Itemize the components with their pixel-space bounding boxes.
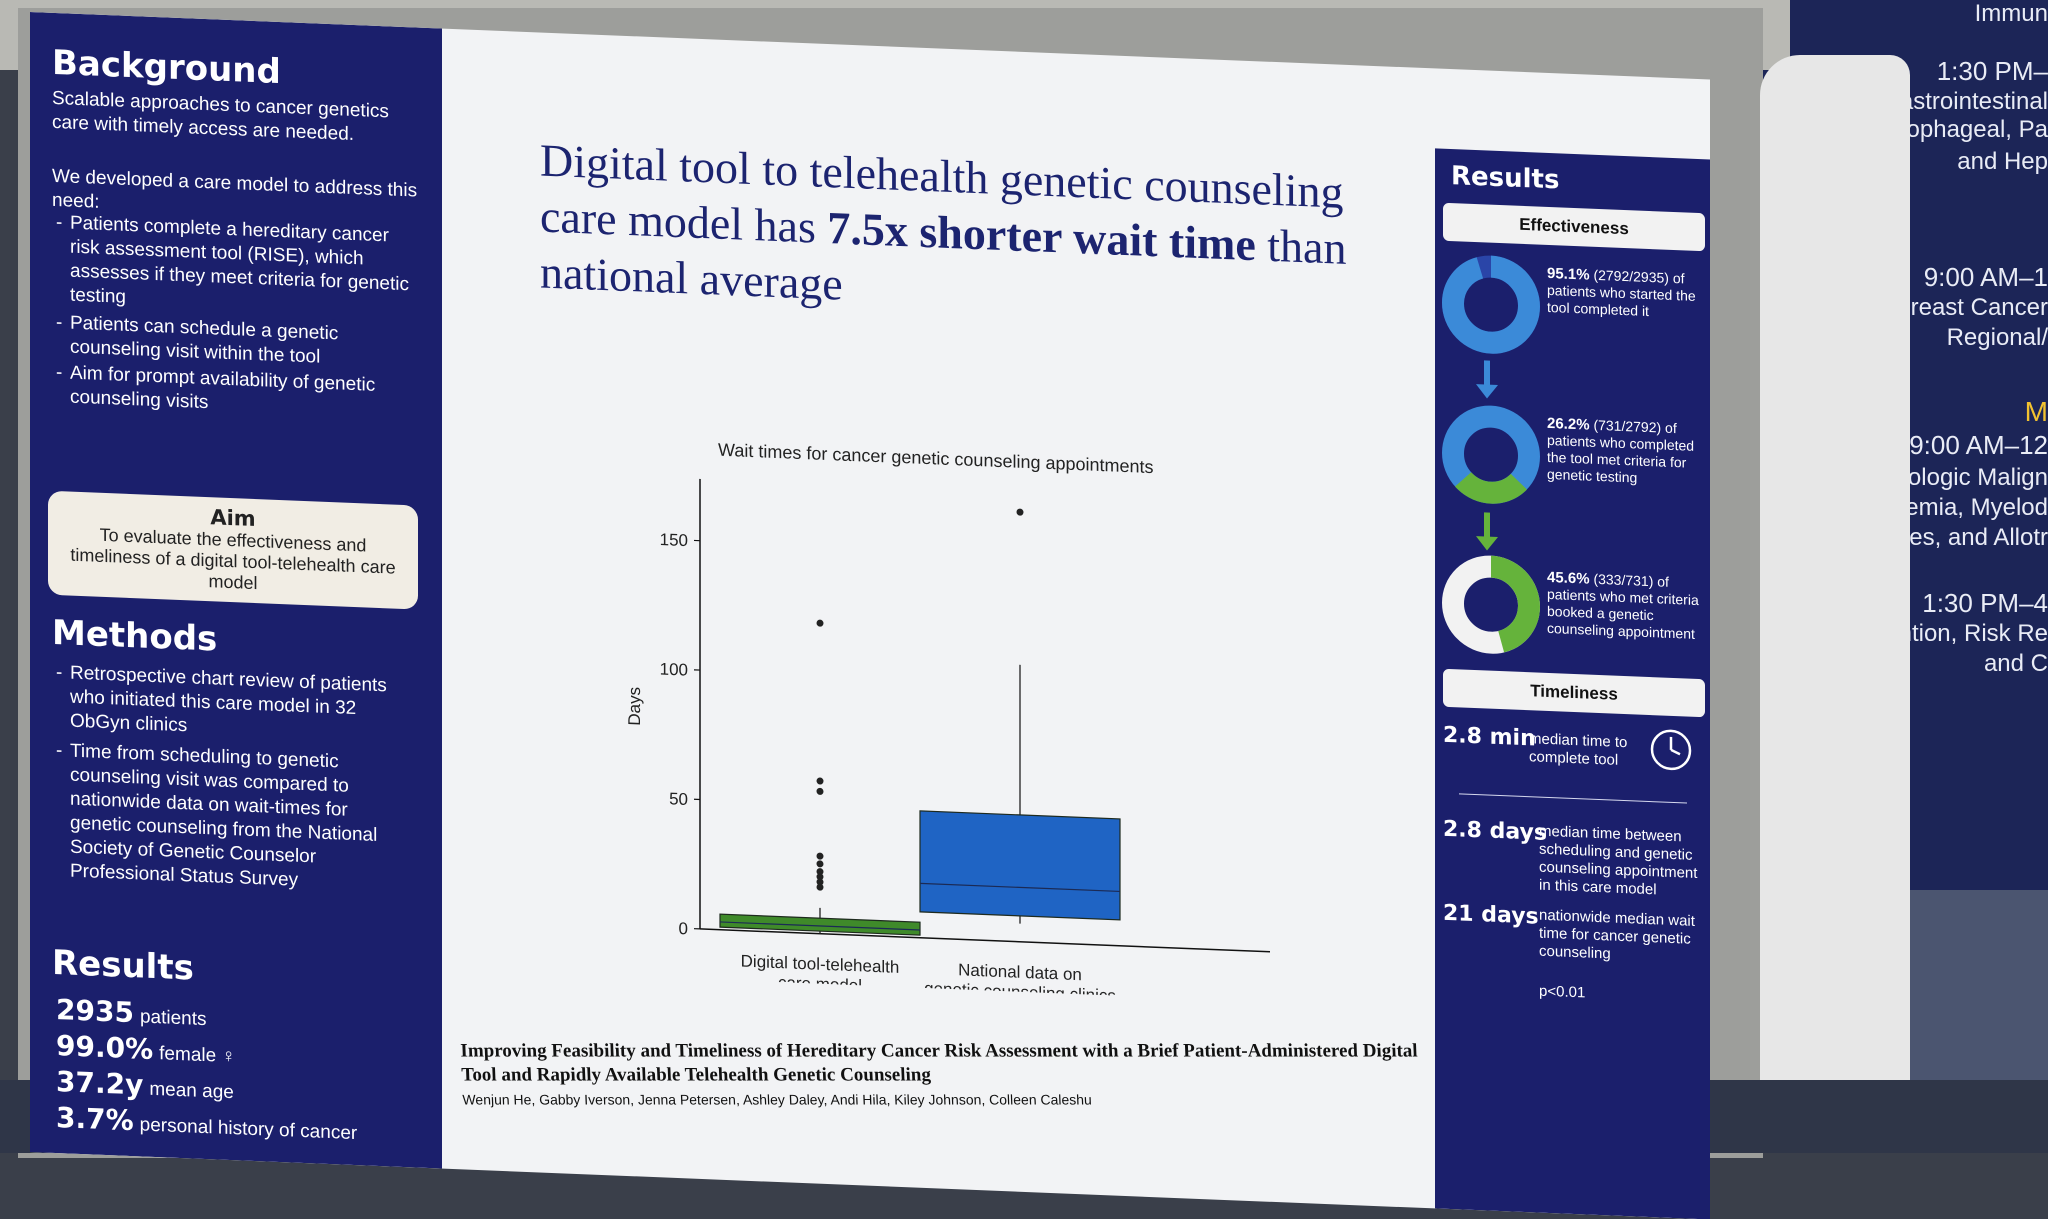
methods-bullet: Time from scheduling to genetic counseli…: [70, 740, 410, 898]
schedule-line: M: [2025, 396, 2048, 428]
poster-footer: Improving Feasibility and Timeliness of …: [460, 1039, 1422, 1107]
result-female: 99.0%female ♀: [56, 1029, 236, 1069]
stat-completion: 95.1% (2792/2935) of patients who starte…: [1547, 265, 1705, 322]
stat-criteria: 26.2% (731/2792) of patients who complet…: [1547, 415, 1705, 489]
donut-booked: [1441, 553, 1541, 657]
aim-box: Aim To evaluate the effectiveness and ti…: [48, 491, 418, 610]
methods-bullet: Retrospective chart review of patients w…: [70, 662, 410, 748]
box-plot: 0 50 100 150 Days Digital tool-telehealthcare…: [590, 454, 1290, 1002]
p-value: p<0.01: [1539, 983, 1585, 1002]
outlier-point: [1017, 508, 1024, 515]
y-tick-label: 50: [669, 789, 688, 809]
easel-stand: [1760, 55, 1910, 1153]
y-tick-label: 150: [660, 530, 688, 550]
methods-heading: Methods: [52, 613, 217, 660]
timeliness-label: Timeliness: [1443, 669, 1705, 718]
y-tick-label: 0: [679, 919, 688, 938]
clock-icon: [1649, 727, 1693, 773]
outlier-point: [817, 788, 824, 795]
effectiveness-label: Effectiveness: [1443, 203, 1705, 252]
poster: Background Scalable approaches to cancer…: [30, 12, 1710, 1219]
schedule-line: and Hep: [1957, 148, 2048, 176]
arrow-down-icon: [1484, 360, 1490, 386]
timeliness-national: 21 days nationwide median wait time for …: [1443, 901, 1705, 976]
background-heading: Background: [52, 43, 281, 92]
outlier-point: [817, 868, 824, 875]
schedule-line: Regional/: [1947, 324, 2048, 352]
left-panel: Background Scalable approaches to cancer…: [30, 12, 442, 1169]
donut-value: [1453, 265, 1529, 344]
right-panel: Results Effectiveness 95.1% (2792/2935) …: [1435, 148, 1710, 1219]
donut-completion: [1441, 253, 1541, 357]
aim-text: To evaluate the effectiveness and timeli…: [48, 523, 418, 601]
poster-title: Digital tool to telehealth genetic couns…: [540, 132, 1360, 333]
outlier-point: [817, 620, 824, 627]
schedule-line: 1:30 PM–: [1937, 56, 2048, 87]
schedule-line: 1:30 PM–4: [1922, 588, 2048, 619]
schedule-line: and C: [1984, 650, 2048, 678]
results-panel-heading: Results: [1451, 161, 1559, 195]
outlier-point: [817, 852, 824, 859]
timeliness-scheduling: 2.8 days median time between scheduling …: [1443, 817, 1705, 908]
footer-authors: Wenjun He, Gabby Iverson, Jenna Petersen…: [462, 1091, 1422, 1107]
model-bullet: Patients complete a hereditary cancer ri…: [70, 212, 410, 322]
box: [920, 811, 1120, 920]
x-tick-label: Digital tool-telehealthcare model: [741, 952, 900, 997]
divider: [1459, 793, 1687, 803]
background-text: Scalable approaches to cancer genetics c…: [52, 87, 422, 150]
donut-criteria: [1441, 403, 1541, 507]
schedule-line: 9:00 AM–1: [1924, 262, 2048, 293]
schedule-line: Immun: [1975, 0, 2048, 28]
outlier-point: [817, 777, 824, 784]
stat-booked: 45.6% (333/731) of patients who met crit…: [1547, 569, 1705, 643]
y-axis-label: Days: [625, 687, 644, 726]
footer-title: Improving Feasibility and Timeliness of …: [460, 1039, 1421, 1087]
outlier-point: [817, 860, 824, 867]
x-axis-line: [700, 929, 1270, 952]
schedule-line: 9:00 AM–12: [1909, 430, 2048, 461]
timeliness-tool: 2.8 min median time to complete tool: [1443, 723, 1705, 794]
x-tick-label: National data ongenetic counseling clini…: [924, 959, 1116, 1003]
result-history: 3.7%personal history of cancer: [56, 1101, 357, 1146]
y-tick-label: 100: [660, 659, 688, 679]
results-heading: Results: [52, 943, 194, 989]
schedule-line: Breast Cancer: [1895, 294, 2048, 322]
arrow-down-icon: [1484, 512, 1490, 538]
